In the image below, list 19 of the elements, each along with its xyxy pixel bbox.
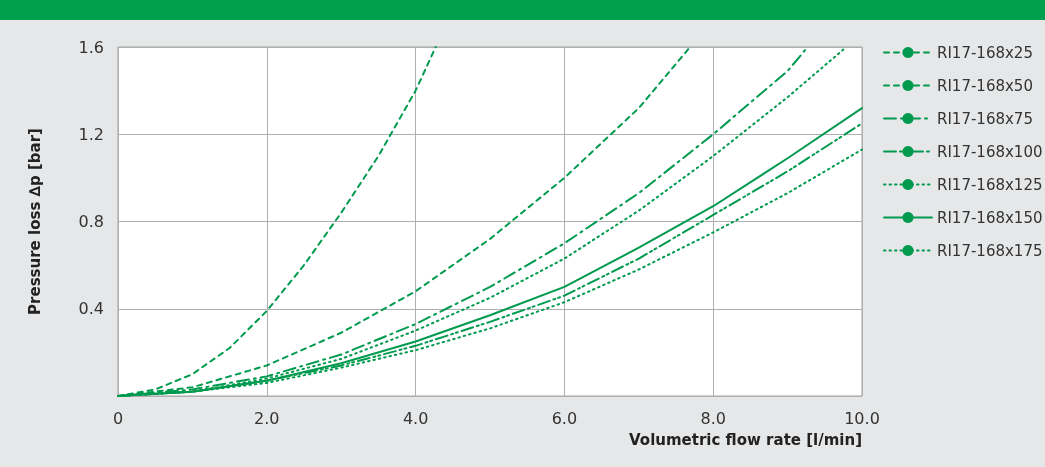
y-axis-title: Pressure loss ∆p [bar] [25,128,44,315]
legend-label: RI17-168x50 [937,76,1033,95]
x-tick-label: 0 [112,408,124,428]
y-tick-label: 1.2 [78,124,104,144]
x-tick-label: 10.0 [844,408,880,428]
legend-label: RI17-168x150 [937,208,1043,227]
y-tick-label: 1.6 [78,37,104,57]
legend-label: RI17-168x25 [937,43,1033,62]
x-tick-label: 2.0 [254,408,280,428]
x-tick-label: 6.0 [551,408,578,428]
legend-label: RI17-168x175 [937,241,1043,260]
y-tick-label: 0.8 [78,212,104,231]
x-tick-label: 4.0 [402,408,429,428]
y-tick-label: 0.4 [78,299,104,319]
legend-label: RI17-168x100 [937,142,1043,161]
x-tick-label: 8.0 [700,408,726,428]
legend-label: RI17-168x125 [937,175,1043,194]
legend-label: RI17-168x75 [937,109,1033,128]
x-axis-title: Volumetric flow rate [l/min] [629,430,862,449]
